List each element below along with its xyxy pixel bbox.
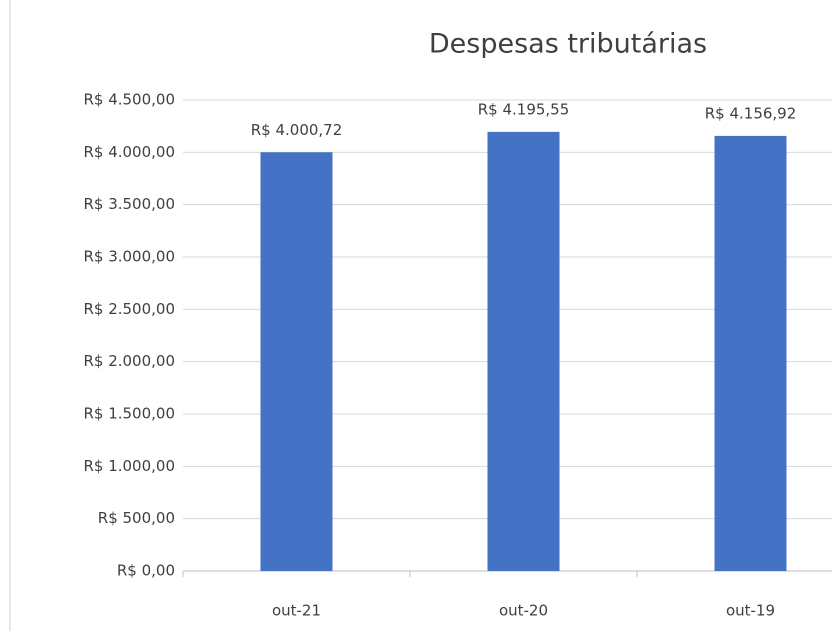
y-tick-label: R$ 2.000,00 xyxy=(83,352,175,370)
y-tick-label: R$ 3.000,00 xyxy=(83,248,175,266)
bar xyxy=(714,135,787,571)
y-tick-label: R$ 3.500,00 xyxy=(83,195,175,213)
x-tick-label: out-19 xyxy=(726,602,775,620)
chart-title: Despesas tributárias xyxy=(429,29,707,60)
x-tick-label: out-21 xyxy=(272,602,321,620)
y-tick-label: R$ 2.500,00 xyxy=(83,300,175,318)
y-tick-label: R$ 500,00 xyxy=(98,509,175,527)
y-tick-label: R$ 4.500,00 xyxy=(83,91,175,109)
data-label: R$ 4.195,55 xyxy=(478,100,570,118)
data-label: R$ 4.156,92 xyxy=(705,104,797,122)
y-tick-label: R$ 1.000,00 xyxy=(83,457,175,475)
bar xyxy=(260,152,333,571)
bar xyxy=(487,131,560,571)
y-tick-label: R$ 0,00 xyxy=(117,562,175,580)
y-tick-label: R$ 1.500,00 xyxy=(83,405,175,423)
data-label: R$ 4.000,72 xyxy=(251,121,343,139)
y-tick-label: R$ 4.000,00 xyxy=(83,143,175,161)
x-tick-label: out-20 xyxy=(499,602,548,620)
